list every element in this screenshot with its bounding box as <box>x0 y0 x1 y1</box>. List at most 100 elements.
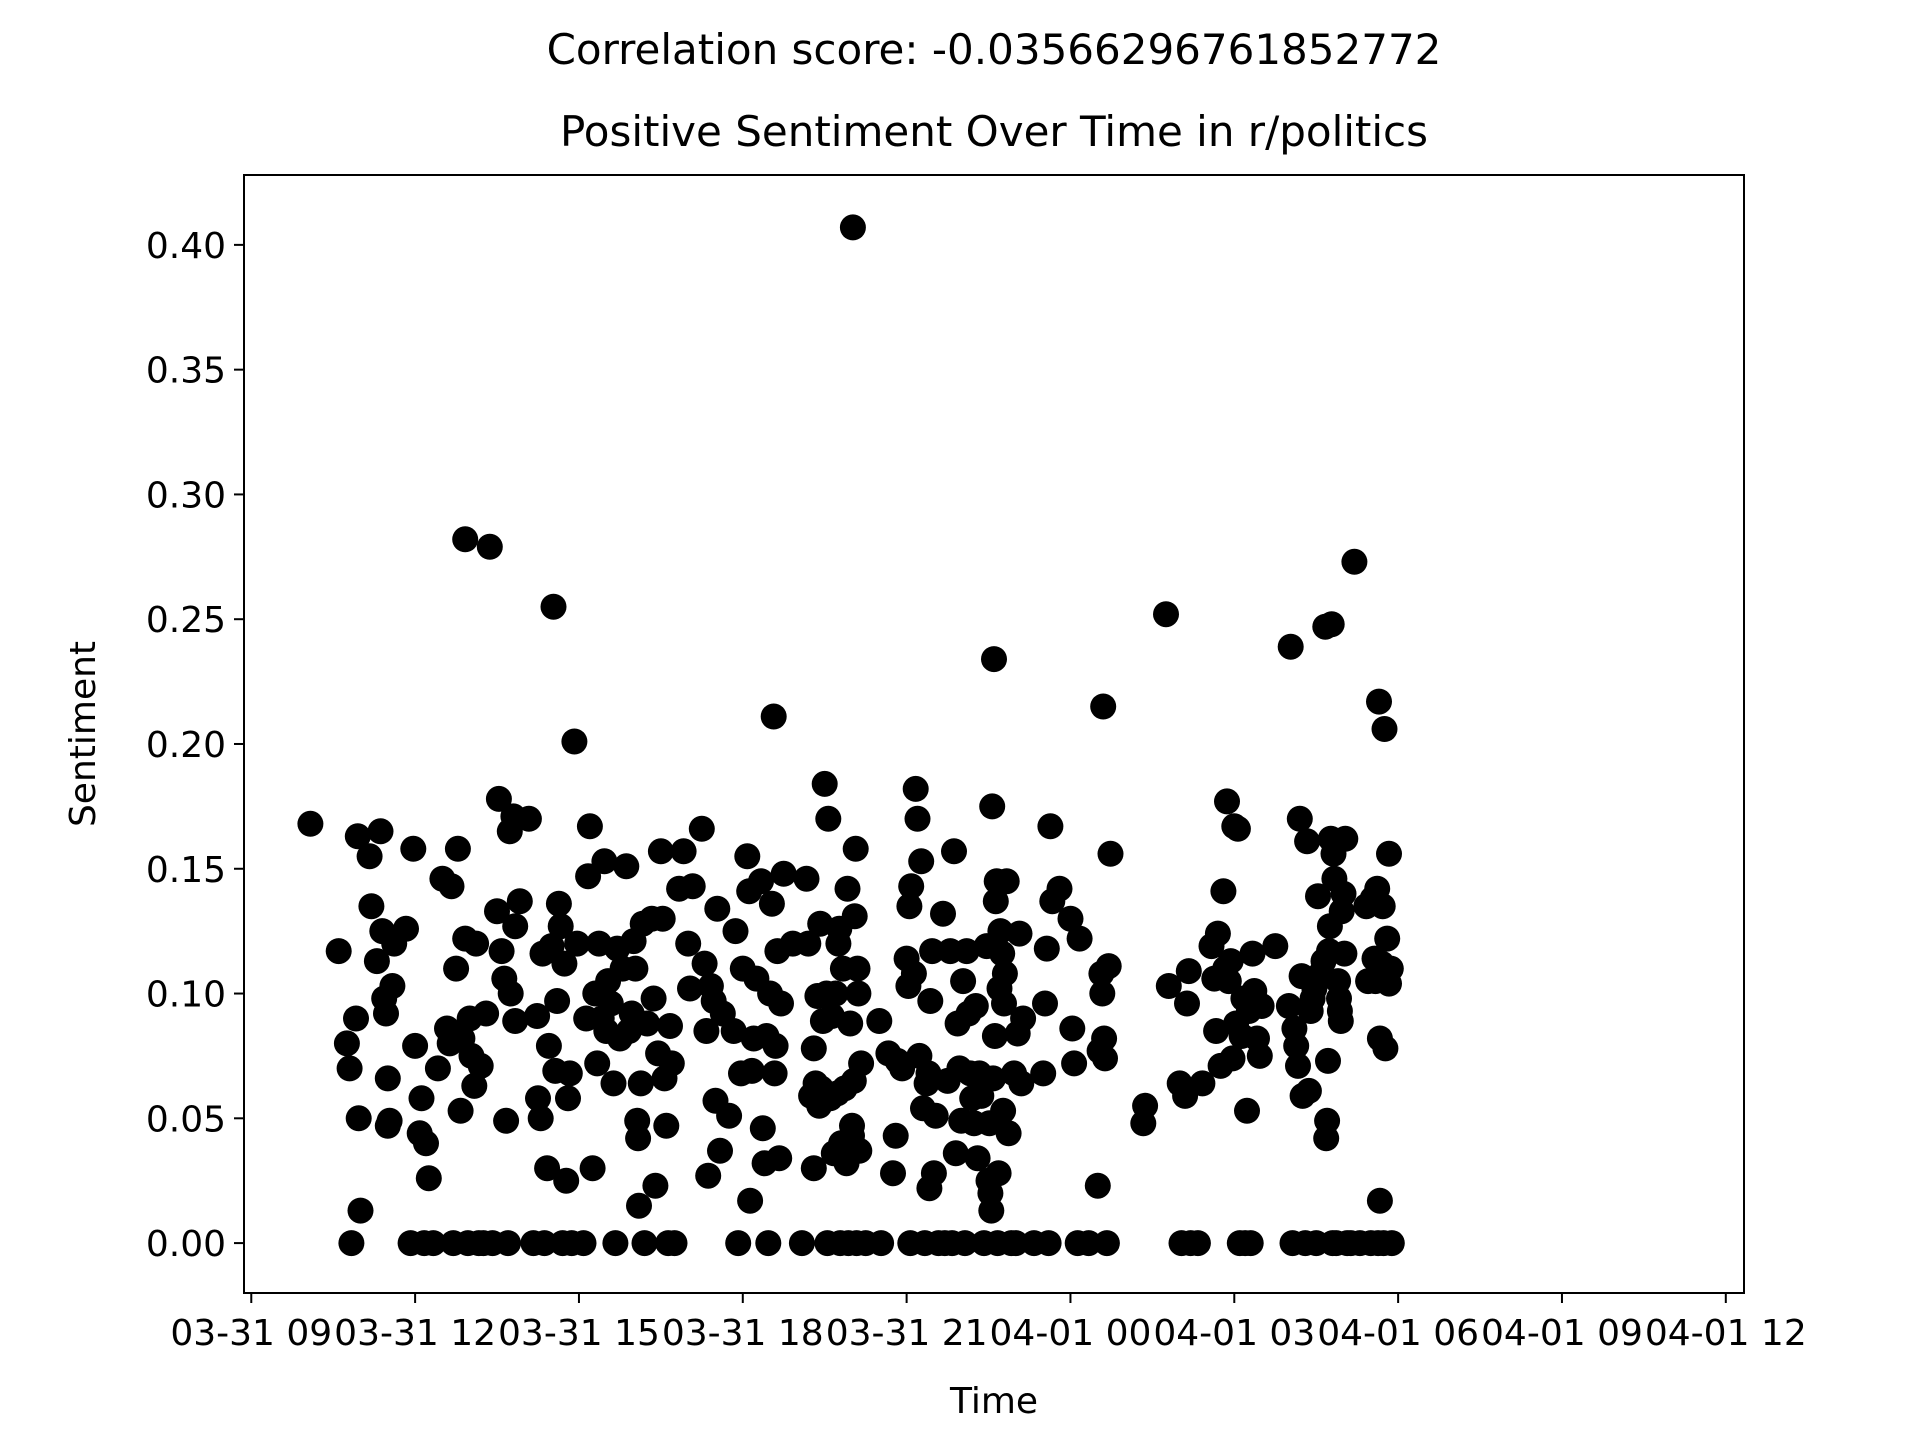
scatter-point <box>839 214 866 241</box>
scatter-point <box>1314 1107 1341 1134</box>
scatter-point <box>1155 973 1182 999</box>
scatter-point <box>1032 990 1058 1017</box>
chart-suptitle: Correlation score: -0.035662967618527​72 <box>547 25 1442 74</box>
scatter-point <box>720 1018 747 1044</box>
scatter-point <box>1092 1045 1118 1072</box>
scatter-point <box>1189 1070 1216 1097</box>
scatter-point <box>1035 1230 1062 1257</box>
scatter-point <box>691 950 718 977</box>
scatter-point <box>1174 990 1200 1017</box>
scatter-point <box>1318 611 1345 638</box>
scatter-point <box>688 815 715 842</box>
scatter-point <box>467 1052 494 1079</box>
scatter-point <box>930 900 956 927</box>
scatter-point <box>979 793 1006 820</box>
scatter-point <box>600 1070 627 1097</box>
scatter-point <box>748 868 774 895</box>
scatter-point <box>358 893 385 920</box>
scatter-point <box>1371 716 1398 742</box>
scatter-point <box>1095 953 1122 980</box>
scatter-point <box>1262 933 1289 960</box>
scatter-point <box>761 1060 788 1087</box>
scatter-point <box>657 1013 683 1039</box>
scatter-point <box>882 1122 909 1149</box>
scatter-point <box>413 1130 439 1157</box>
scatter-point <box>597 990 624 1017</box>
scatter-point <box>627 1070 654 1097</box>
scatter-point <box>1066 925 1093 952</box>
scatter-point <box>845 980 872 1007</box>
scatter-point <box>768 990 794 1017</box>
scatter-point <box>679 873 706 900</box>
scatter-point <box>1295 1077 1322 1104</box>
scatter-point <box>990 1097 1017 1124</box>
scatter-point <box>716 1102 743 1129</box>
scatter-point <box>902 775 929 802</box>
scatter-point <box>461 1072 488 1099</box>
scatter-point <box>1332 825 1359 852</box>
scatter-point <box>1091 1025 1118 1052</box>
scatter-point <box>373 1000 399 1027</box>
scatter-point <box>1219 1045 1246 1072</box>
scatter-point <box>515 805 542 832</box>
scatter-point <box>985 1160 1012 1187</box>
scatter-points <box>297 214 1405 1257</box>
scatter-point <box>1234 1097 1260 1124</box>
scatter-point <box>415 1165 442 1192</box>
scatter-point <box>584 1050 611 1077</box>
scatter-point <box>640 985 667 1012</box>
scatter-point <box>993 868 1020 895</box>
scatter-point <box>908 848 935 875</box>
scatter-point <box>953 938 980 965</box>
scatter-point <box>922 1102 949 1129</box>
scatter-point <box>793 865 820 892</box>
scatter-point <box>1059 1015 1086 1042</box>
scatter-point <box>964 1145 991 1172</box>
scatter-point <box>1046 875 1073 902</box>
scatter-point <box>631 1230 658 1257</box>
scatter-point <box>649 905 676 932</box>
scatter-point <box>841 903 868 930</box>
scatter-point <box>707 1137 733 1164</box>
scatter-point <box>336 1055 363 1082</box>
scatter-point <box>1305 883 1331 910</box>
scatter-point <box>1327 1008 1354 1034</box>
scatter-point <box>344 823 371 850</box>
x-tick-label: 03-31 21 <box>826 1313 988 1354</box>
scatter-point <box>333 1030 360 1057</box>
x-tick-label: 03-31 09 <box>170 1313 332 1354</box>
scatter-point <box>695 1162 722 1189</box>
scatter-point <box>822 980 849 1007</box>
scatter-point <box>995 1120 1022 1147</box>
scatter-point <box>738 1057 765 1084</box>
scatter-point <box>842 835 869 862</box>
scatter-point <box>980 1065 1007 1092</box>
scatter-point <box>1224 815 1251 842</box>
scatter-point <box>837 1010 864 1037</box>
scatter-point <box>1286 805 1313 832</box>
scatter-point <box>919 938 946 965</box>
x-axis-label: Time <box>949 1381 1038 1422</box>
scatter-point <box>363 948 390 975</box>
x-tick-label: 04-01 09 <box>1481 1313 1643 1354</box>
scatter-point <box>602 1230 629 1257</box>
scatter-point <box>766 1145 793 1172</box>
scatter-point <box>1366 688 1392 715</box>
scatter-point <box>1084 1172 1111 1199</box>
scatter-point <box>576 813 603 840</box>
scatter-point <box>545 890 572 917</box>
scatter-point <box>962 993 989 1019</box>
scatter-point <box>1061 1050 1088 1077</box>
scatter-point <box>613 853 640 880</box>
scatter-point <box>1294 828 1321 855</box>
scatter-point <box>1374 925 1401 952</box>
scatter-point <box>693 1018 720 1044</box>
scatter-point <box>1369 893 1396 920</box>
scatter-point <box>1376 840 1402 867</box>
scatter-point <box>443 955 470 982</box>
scatter-point <box>815 805 842 832</box>
x-tick-label: 03-31 15 <box>498 1313 660 1354</box>
scatter-point <box>1002 1230 1029 1257</box>
scatter-point <box>408 1085 435 1112</box>
scatter-point <box>444 835 471 862</box>
